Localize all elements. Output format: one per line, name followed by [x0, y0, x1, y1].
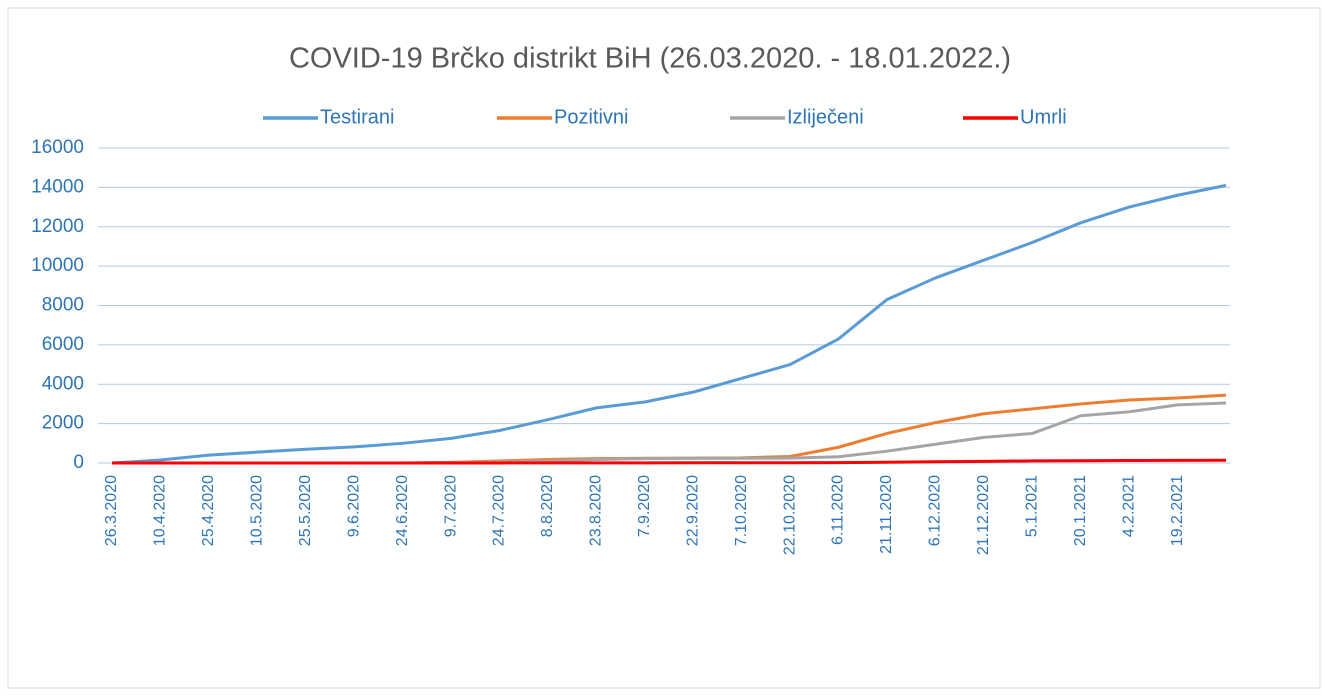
chart-frame: [7, 7, 1321, 689]
series-line: [111, 183, 1227, 465]
x-tick-label: 24.7.2020: [491, 475, 508, 546]
x-tick-label: 4.2.2021: [1120, 475, 1137, 537]
x-tick-label: 8.8.2020: [539, 475, 556, 537]
x-tick-label: 22.10.2020: [781, 475, 798, 555]
y-tick-label: 4000: [42, 373, 84, 394]
x-tick-label: 25.5.2020: [297, 475, 314, 546]
x-tick-label: 26.3.2020: [103, 475, 120, 546]
x-tick-label: 22.9.2020: [684, 475, 701, 546]
y-tick-label: 12000: [31, 216, 84, 237]
series-line: [112, 458, 1227, 465]
x-tick-label: 7.10.2020: [733, 475, 750, 546]
y-tick-label: 0: [73, 452, 84, 473]
y-tick-label: 6000: [42, 334, 84, 355]
legend-label: Testirani: [320, 106, 394, 128]
x-tick-label: 23.8.2020: [588, 475, 605, 546]
x-tick-label: 10.4.2020: [152, 475, 169, 546]
x-tick-label: 21.11.2020: [878, 475, 895, 554]
legend-label: Izliječeni: [787, 106, 864, 128]
y-tick-label: 10000: [31, 255, 84, 276]
y-tick-label: 14000: [31, 176, 84, 197]
x-tick-label: 19.2.2021: [1169, 475, 1186, 546]
x-tick-label: 6.12.2020: [927, 475, 944, 546]
y-tick-label: 8000: [42, 295, 84, 316]
x-tick-label: 25.4.2020: [200, 475, 217, 546]
y-tick-label: 2000: [42, 413, 84, 434]
x-tick-label: 5.1.2021: [1023, 475, 1040, 537]
x-tick-label: 9.6.2020: [345, 475, 362, 537]
x-tick-label: 6.11.2020: [830, 475, 847, 545]
x-tick-label: 9.7.2020: [442, 475, 459, 537]
x-tick-label: 7.9.2020: [636, 475, 653, 537]
legend-label: Pozitivni: [554, 106, 628, 128]
chart-title: COVID-19 Brčko distrikt BiH (26.03.2020.…: [289, 43, 1011, 75]
legend-label: Umrli: [1020, 106, 1067, 128]
x-tick-label: 10.5.2020: [249, 475, 266, 546]
y-tick-label: 16000: [31, 137, 84, 158]
x-tick-label: 20.1.2021: [1072, 475, 1089, 546]
x-tick-label: 21.12.2020: [975, 475, 992, 555]
x-tick-label: 24.6.2020: [394, 475, 411, 546]
